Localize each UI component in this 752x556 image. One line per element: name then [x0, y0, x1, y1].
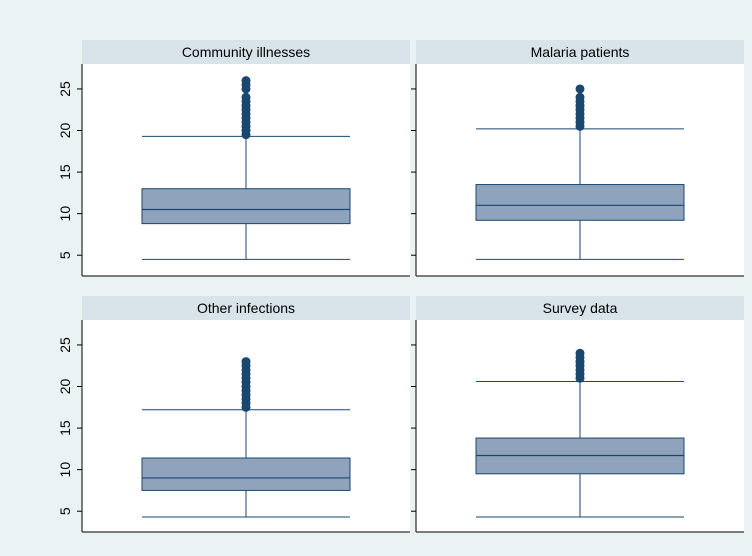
- y-tick-label: 15: [57, 420, 73, 436]
- title-strip: [82, 40, 410, 64]
- box: [475, 184, 685, 221]
- y-tick-label: 10: [57, 462, 73, 478]
- outlier: [241, 92, 251, 102]
- y-tick-label: 5: [57, 251, 73, 259]
- y-tick-label: 20: [57, 123, 73, 139]
- box: [141, 188, 351, 225]
- y-tick-label: 25: [57, 81, 73, 97]
- panel-title: Malaria patients: [531, 44, 630, 60]
- y-tick-label: 15: [57, 164, 73, 180]
- title-strip: [416, 296, 744, 320]
- outlier: [575, 348, 585, 358]
- y-tick-label: 25: [57, 337, 73, 353]
- outlier: [241, 76, 251, 86]
- y-tick-label: 5: [57, 507, 73, 515]
- title-strip: [82, 296, 410, 320]
- y-tick-label: 10: [57, 206, 73, 222]
- panel-title: Survey data: [543, 300, 618, 316]
- panel-title: Other infections: [197, 300, 295, 316]
- outlier: [575, 84, 585, 94]
- box: [141, 457, 351, 491]
- outlier: [241, 357, 251, 367]
- title-strip: [416, 40, 744, 64]
- panel-title: Community illnesses: [182, 44, 310, 60]
- y-tick-label: 20: [57, 379, 73, 395]
- outlier: [575, 92, 585, 102]
